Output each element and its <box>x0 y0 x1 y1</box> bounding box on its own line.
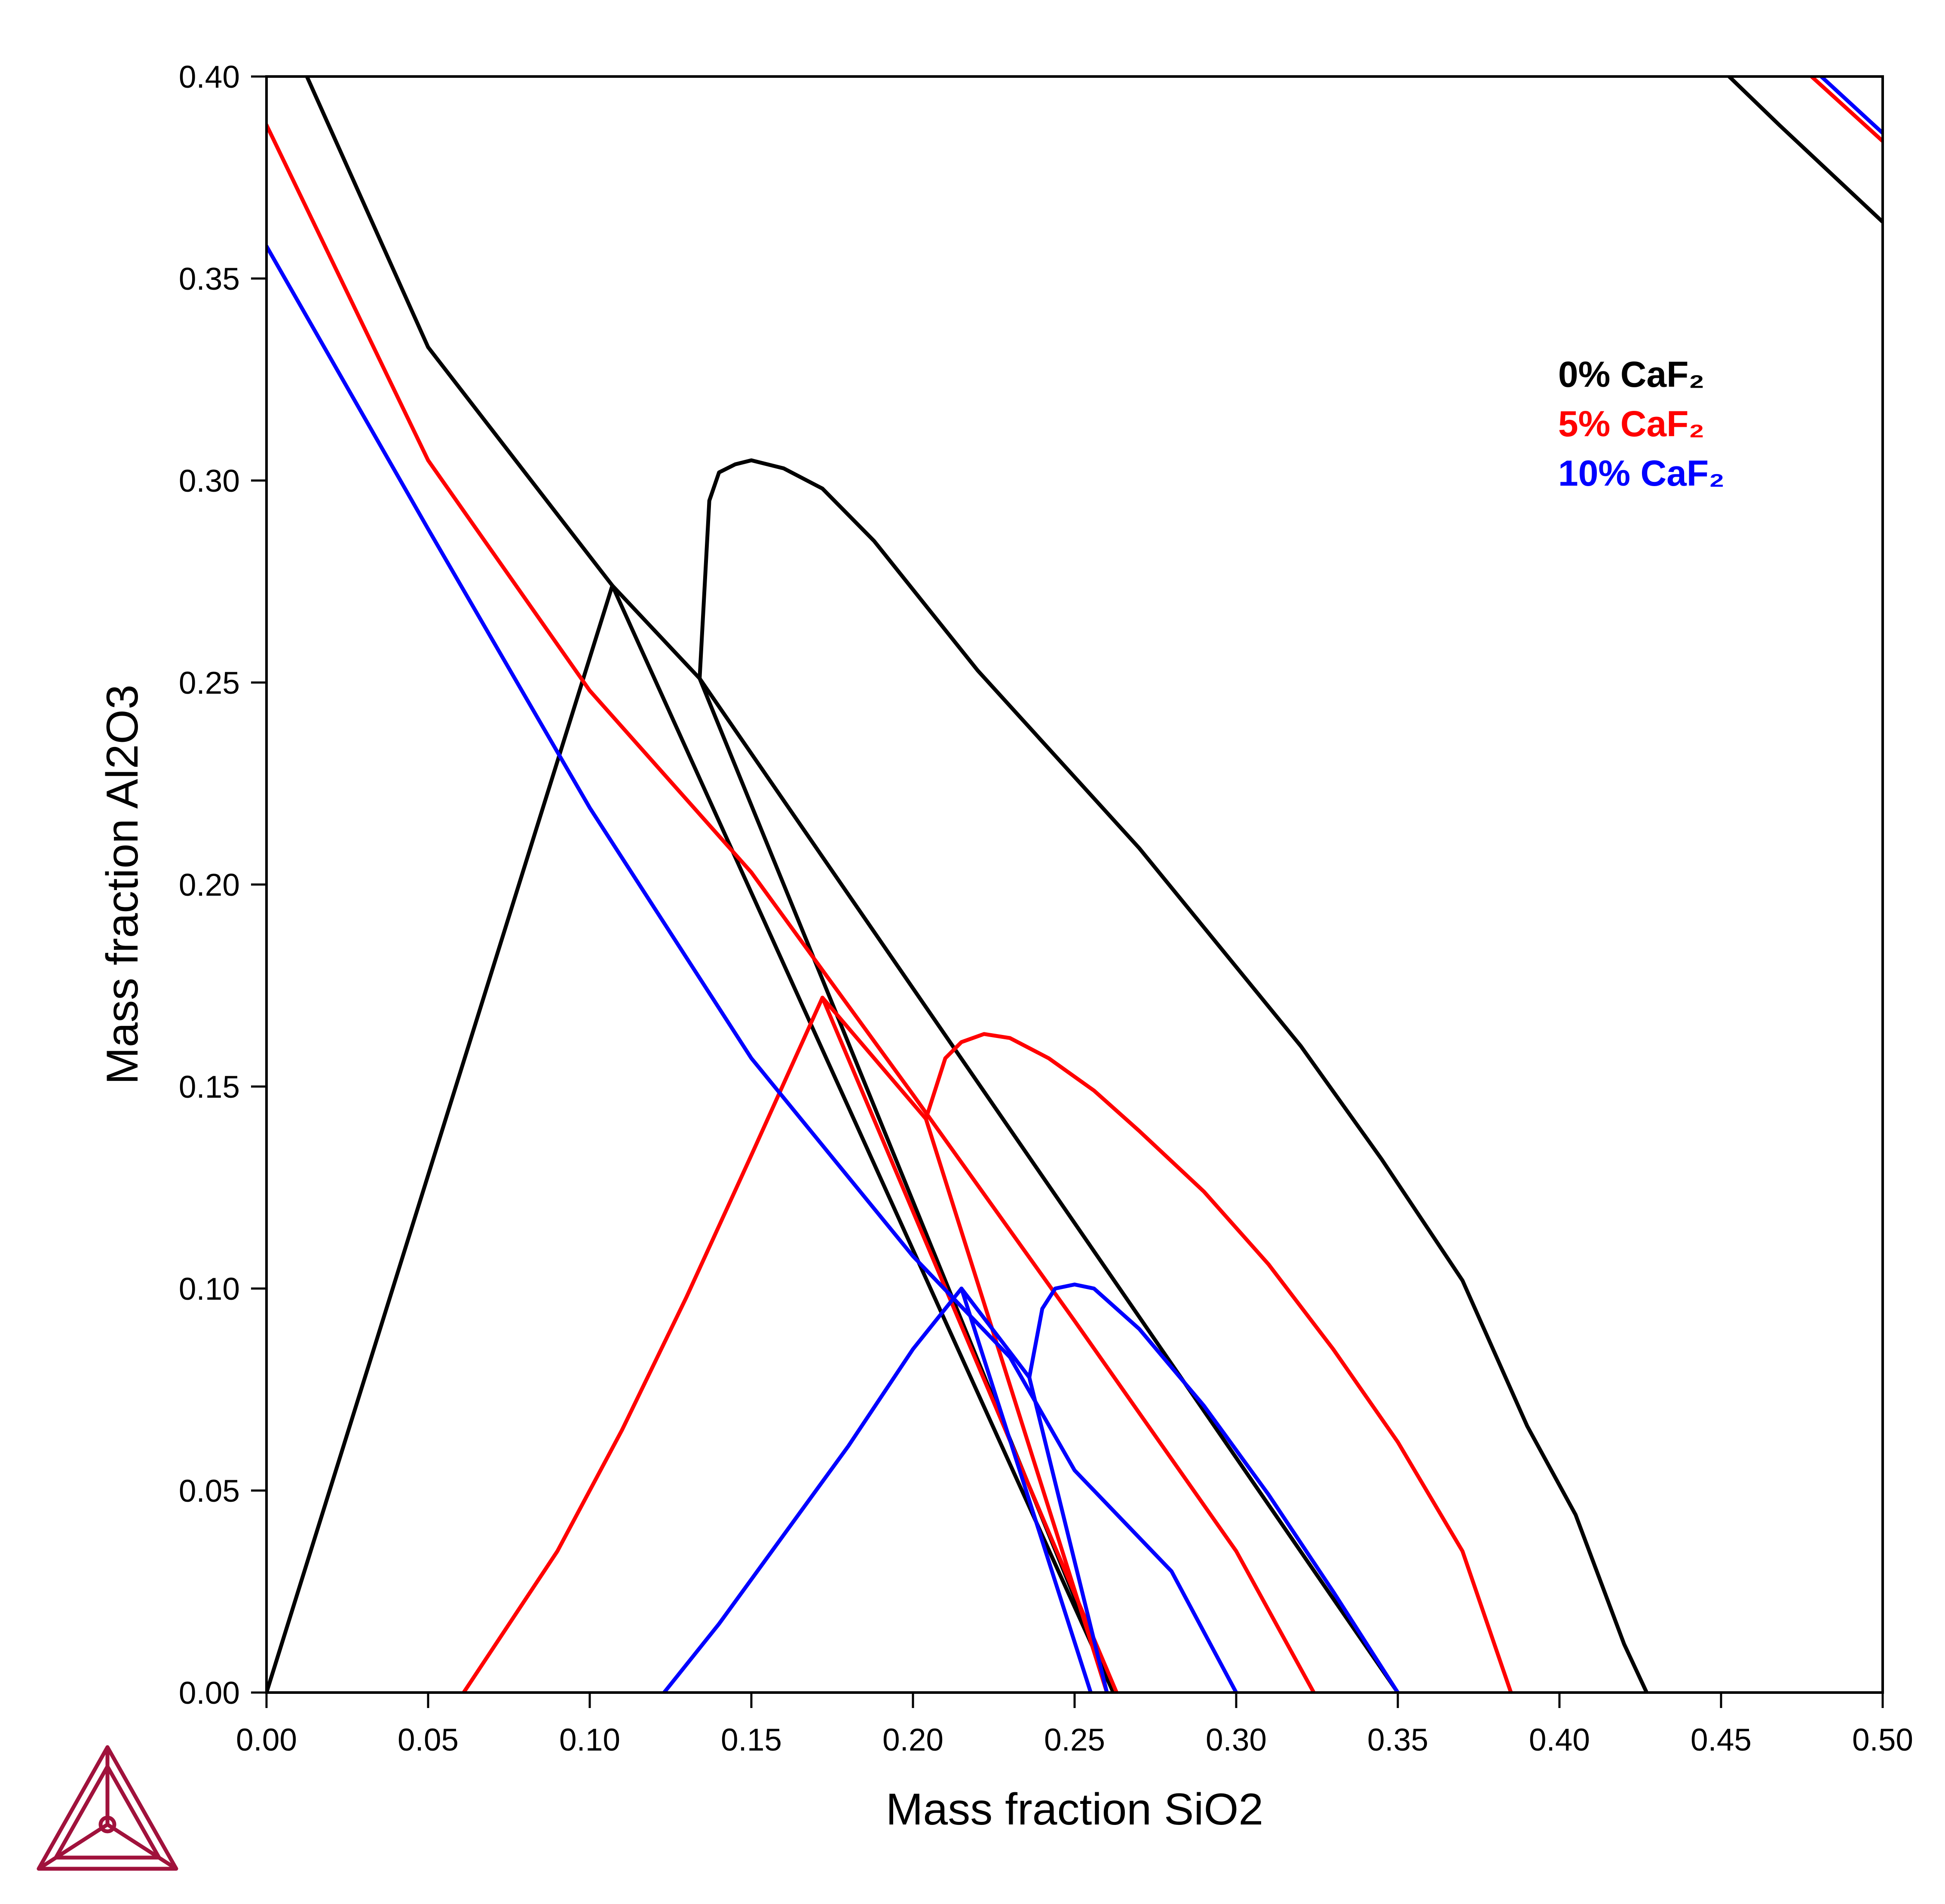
y-tick-label: 0.10 <box>179 1272 240 1307</box>
x-tick-label: 0.45 <box>1691 1723 1752 1757</box>
logo-center <box>98 1815 116 1834</box>
legend-entry-1: 0% CaF₂ <box>1558 354 1705 395</box>
x-tick-label: 0.20 <box>882 1723 943 1757</box>
y-axis-label: Mass fraction Al2O3 <box>98 685 147 1085</box>
series-line-3 <box>305 77 615 588</box>
x-tick-label: 0.00 <box>236 1723 297 1757</box>
y-tick-label: 0.30 <box>179 464 240 499</box>
y-tick-label: 0.40 <box>179 60 240 95</box>
series-line-16 <box>1819 77 1883 135</box>
series-line-15 <box>1027 1283 1400 1693</box>
thermo-calc-logo <box>37 1745 178 1871</box>
series-layer <box>266 77 1883 1693</box>
logo-spoke <box>37 1823 109 1870</box>
series-line-10 <box>924 1032 1513 1693</box>
x-axis-label: Mass fraction SiO2 <box>886 1785 1264 1834</box>
ticks-layer: 0.00 0.05 0.10 0.15 0.20 0.25 0.30 0.35 0.40 0.45… <box>179 60 1913 1757</box>
legend: 0% CaF₂ 5% CaF₂ 10% CaF₂ <box>1558 354 1724 493</box>
x-tick-label: 0.15 <box>721 1723 782 1757</box>
series-line-4 <box>698 458 1649 1693</box>
logo-inner-triangle <box>54 1764 161 1860</box>
y-tick-label: 0.05 <box>179 1474 240 1509</box>
logo-outer-triangle <box>37 1745 178 1871</box>
x-tick-label: 0.40 <box>1529 1723 1590 1757</box>
y-tick-label: 0.00 <box>179 1676 240 1711</box>
y-tick-label: 0.25 <box>179 666 240 701</box>
logo-spoke <box>106 1823 178 1870</box>
legend-entry-3: 10% CaF₂ <box>1558 453 1724 493</box>
y-tick-label: 0.20 <box>179 868 240 903</box>
y-tick-label: 0.15 <box>179 1070 240 1105</box>
series-line-12 <box>266 244 1238 1693</box>
x-tick-label: 0.25 <box>1044 1723 1105 1757</box>
series-line-6 <box>1727 77 1883 224</box>
x-tick-label: 0.35 <box>1367 1723 1428 1757</box>
x-tick-label: 0.05 <box>398 1723 459 1757</box>
legend-entry-2: 5% CaF₂ <box>1558 404 1705 444</box>
x-tick-label: 0.30 <box>1206 1723 1267 1757</box>
x-tick-label: 0.50 <box>1852 1723 1913 1757</box>
series-line-11 <box>1810 77 1883 143</box>
y-tick-label: 0.35 <box>179 262 240 297</box>
series-line-7 <box>266 123 1316 1693</box>
x-tick-label: 0.10 <box>559 1723 620 1757</box>
